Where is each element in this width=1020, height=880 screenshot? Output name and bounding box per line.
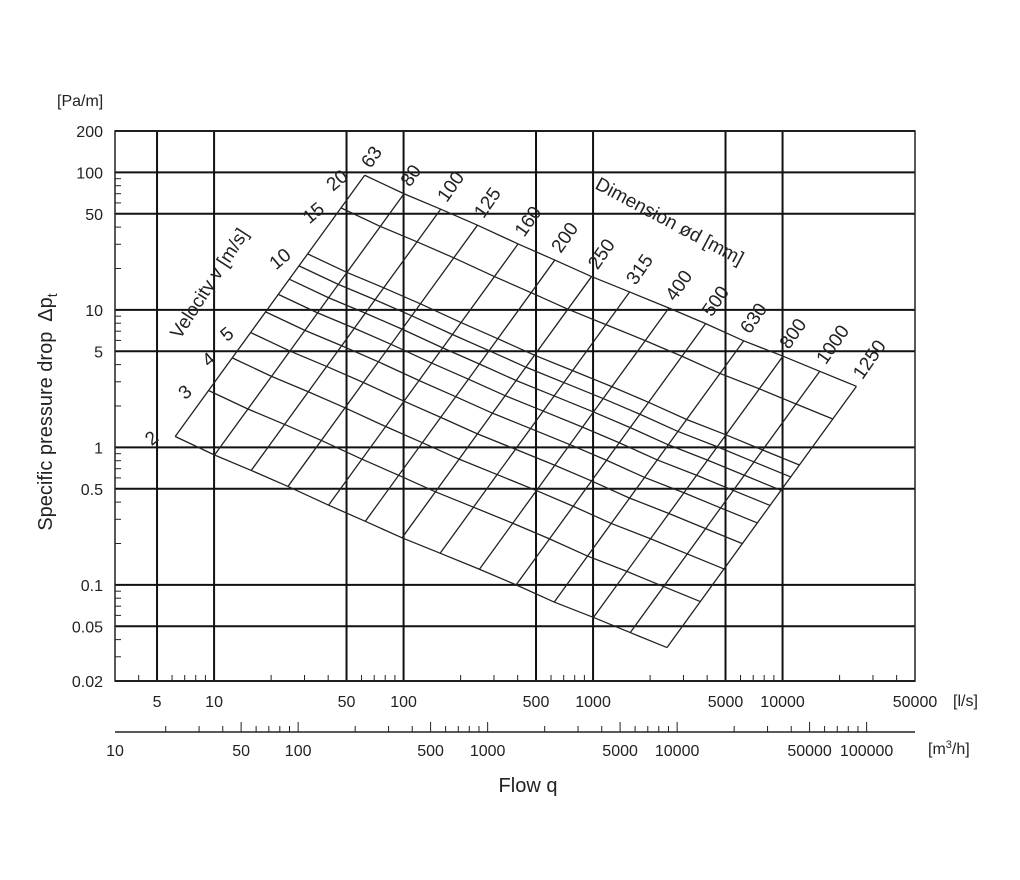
x-tick-label: 50	[338, 694, 356, 711]
dimension-label: 500	[699, 282, 734, 320]
dimension-label: 80	[397, 161, 426, 190]
x2-unit-label: [m3/h]	[928, 739, 970, 758]
x-tick-label: 10	[205, 694, 223, 711]
dimension-title: Dimension ød [mm]	[592, 174, 747, 270]
velocity-label: 5	[217, 323, 239, 346]
y-unit-label: [Pa/m]	[57, 93, 103, 110]
dimension-label: 63	[358, 143, 387, 172]
dimension-line	[666, 385, 857, 648]
x-axis-title: Flow q	[499, 775, 558, 797]
y-tick-label: 10	[85, 303, 103, 320]
dimension-label: 100	[434, 168, 469, 206]
duct-mesh	[174, 174, 857, 649]
velocity-line	[174, 435, 668, 649]
velocity-line	[208, 389, 701, 603]
y-tick-label: 50	[85, 207, 103, 224]
velocity-line	[340, 207, 834, 420]
velocity-label: 10	[266, 245, 296, 275]
velocity-label: 3	[175, 381, 197, 404]
velocity-line	[278, 293, 771, 507]
velocity-title: Velocity v [m/s]	[167, 225, 254, 343]
dimension-line	[515, 323, 707, 586]
dimension-line	[174, 174, 366, 437]
y-tick-label: 0.1	[81, 578, 103, 595]
x-tick-label: 100	[390, 694, 417, 711]
velocity-line	[307, 253, 800, 466]
x2-tick-label: 100000	[840, 743, 893, 760]
dimension-label: 160	[511, 203, 546, 241]
y-tick-label: 0.05	[72, 619, 103, 636]
dimension-line	[287, 224, 478, 487]
y-tick-label: 1	[94, 440, 103, 457]
plot-frame	[114, 130, 916, 682]
dimension-line	[553, 340, 745, 603]
dimension-label: 200	[548, 219, 583, 257]
x2-tick-label: 10000	[655, 743, 700, 760]
velocity-line	[298, 265, 791, 478]
velocity-line	[265, 311, 758, 524]
y-tick-label: 0.02	[72, 674, 103, 691]
velocity-line	[364, 174, 857, 387]
x2-tick-label: 1000	[470, 743, 506, 760]
dimension-line	[478, 307, 670, 570]
dimension-label: 315	[622, 251, 657, 289]
x-tick-label: 10000	[760, 694, 805, 711]
dimension-line	[213, 193, 405, 456]
velocity-line	[250, 331, 743, 545]
y-axis-title: Specific pressure dropΔpt	[35, 293, 60, 530]
y-tick-label: 0.5	[81, 482, 103, 499]
x-tick-label: 5	[153, 694, 162, 711]
dimension-line	[328, 243, 519, 506]
dimension-label: 1000	[813, 322, 854, 369]
x2-tick-label: 50000	[787, 743, 832, 760]
x2-tick-label: 100	[285, 743, 312, 760]
dimension-label: 1250	[849, 337, 890, 384]
x-tick-label: 5000	[708, 694, 744, 711]
dimension-line	[592, 355, 784, 618]
velocity-label: 15	[299, 199, 329, 229]
velocity-label: 20	[323, 166, 353, 196]
dimension-label: 400	[662, 267, 697, 305]
dimension-label: 250	[584, 235, 619, 273]
velocity-title-group: Velocity v [m/s]	[167, 225, 254, 343]
y-tick-label: 5	[94, 344, 103, 361]
x-tick-labels: 5 10 50 100 500 1000 5000 10000 50000	[153, 694, 938, 711]
y-axis-title-group: Specific pressure dropΔpt	[35, 293, 60, 530]
x2-tick-label: 10	[106, 743, 124, 760]
y-tick-labels: 0.02 0.05 0.1 0.5 1 5 10 50 100 200	[72, 124, 103, 691]
velocity-line	[289, 278, 782, 491]
dimension-line	[629, 370, 821, 633]
y-tick-label: 200	[76, 124, 103, 141]
x2-tick-label: 50	[232, 743, 250, 760]
dimension-line	[364, 259, 556, 522]
x-tick-label: 1000	[575, 694, 611, 711]
x-unit-label: [l/s]	[953, 693, 978, 710]
x-tick-label: 500	[523, 694, 550, 711]
dimension-label: 800	[776, 315, 811, 353]
x2-tick-label: 500	[417, 743, 444, 760]
y-tick-label: 100	[76, 165, 103, 182]
dimension-line	[250, 208, 442, 471]
x2-tick-label: 5000	[602, 743, 638, 760]
x-tick-label: 50000	[893, 694, 938, 711]
dimension-line	[439, 291, 631, 554]
dimension-line	[401, 276, 593, 539]
dimension-title-group: Dimension ød [mm]	[592, 174, 747, 270]
dimension-label: 125	[470, 184, 505, 222]
secondary-x-axis: 10 50 100 500 1000 5000 10000 50000 100000	[106, 722, 915, 760]
dimension-label: 630	[737, 300, 772, 338]
velocity-line	[231, 357, 725, 570]
dimension-labels: 63 80 100 125 160 200 250 315 400 500 630 800 100012…	[358, 143, 891, 383]
